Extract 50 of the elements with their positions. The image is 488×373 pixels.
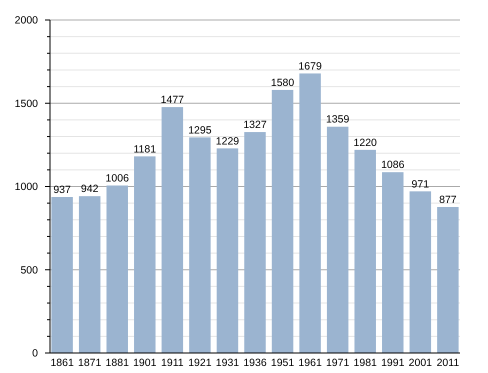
y-tick-label: 2000 — [14, 14, 38, 27]
data-label: 1229 — [216, 135, 240, 148]
x-tick-label: 1881 — [106, 357, 130, 369]
data-label: 1327 — [243, 119, 267, 132]
bar — [216, 148, 238, 353]
bar — [162, 107, 184, 353]
x-tick-label: 1861 — [50, 357, 74, 369]
x-tick-label: 1871 — [78, 357, 102, 369]
y-tick-label: 1500 — [14, 98, 38, 110]
data-label: 877 — [439, 194, 457, 206]
bar — [189, 137, 211, 353]
bar — [382, 172, 404, 353]
data-label: 1220 — [354, 136, 378, 149]
bar — [299, 73, 321, 353]
bar — [354, 150, 376, 353]
bar — [410, 191, 432, 353]
bar — [106, 186, 128, 353]
x-tick-label: 1921 — [188, 357, 212, 369]
x-tick-label: 1971 — [326, 357, 350, 369]
bar — [51, 196, 73, 353]
data-label: 1086 — [381, 159, 405, 172]
x-tick-label: 1911 — [161, 357, 184, 369]
data-label: 1477 — [160, 94, 184, 106]
bar — [437, 206, 459, 353]
data-label: 1359 — [326, 114, 350, 126]
x-tick-label: 1936 — [243, 357, 267, 369]
y-tick-label: 0 — [32, 348, 38, 360]
data-label: 1580 — [270, 76, 294, 89]
bar — [326, 126, 348, 353]
data-label: 1679 — [298, 60, 322, 72]
data-label: 971 — [412, 178, 430, 190]
bar — [272, 90, 294, 353]
x-tick-label: 1981 — [354, 357, 378, 369]
data-label: 937 — [53, 184, 72, 196]
bar — [244, 132, 266, 353]
x-tick-label: 1961 — [298, 357, 322, 369]
bar — [134, 156, 156, 353]
data-label: 1295 — [188, 124, 212, 136]
bar — [78, 196, 100, 353]
x-tick-label: 1931 — [216, 357, 240, 369]
data-label: 1006 — [106, 172, 130, 184]
x-tick-label: 1991 — [381, 357, 405, 369]
x-tick-label: 2001 — [408, 357, 432, 369]
y-tick-label: 1000 — [14, 181, 38, 194]
x-tick-label: 1901 — [133, 357, 157, 369]
data-label: 1181 — [133, 143, 156, 156]
data-label: 942 — [80, 183, 99, 196]
x-tick-label: 1951 — [270, 357, 294, 369]
y-tick-label: 500 — [20, 264, 38, 276]
x-tick-label: 2011 — [436, 357, 460, 369]
